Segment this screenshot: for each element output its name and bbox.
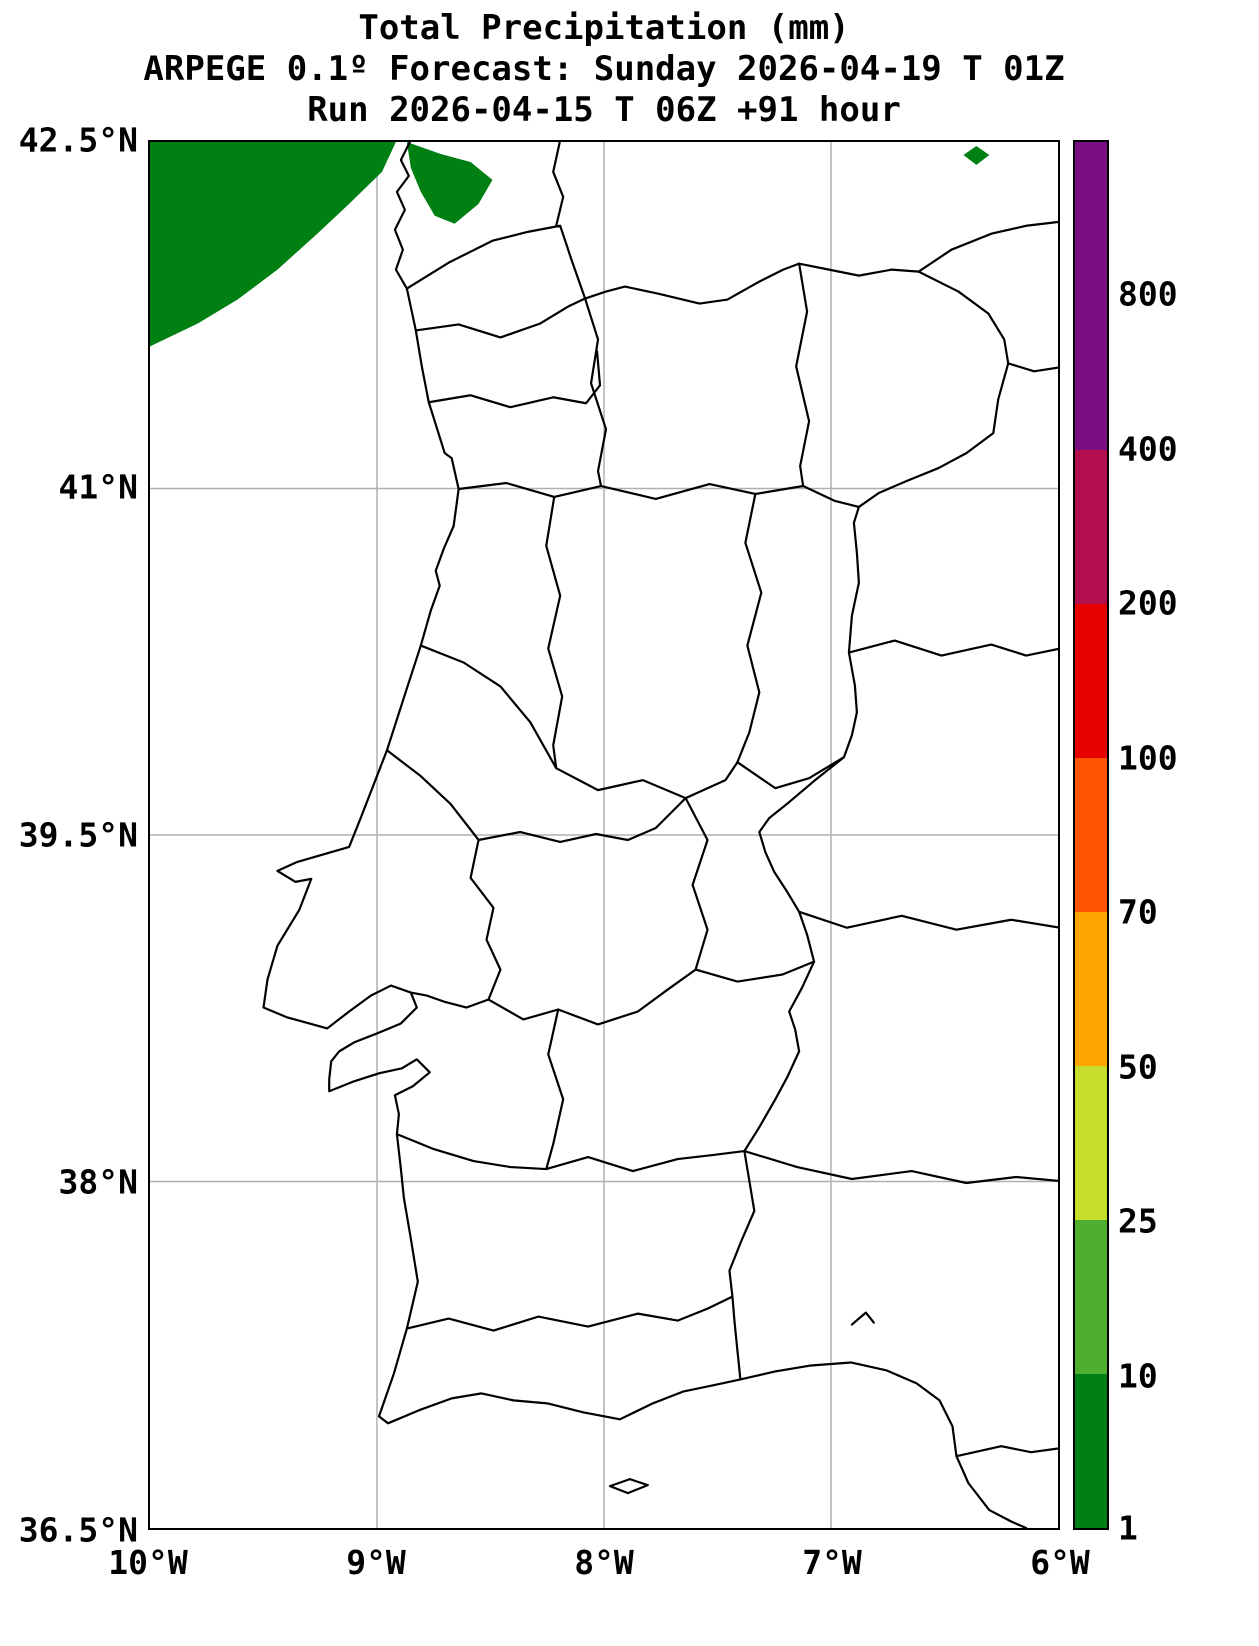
map-plot [148,140,1060,1530]
district-boundary [457,481,860,509]
colorbar-segment [1075,604,1107,758]
lat-tick-label: 38°N [58,1162,138,1202]
district-boundary [743,1149,1058,1185]
lon-tick-label: 10°W [108,1543,188,1582]
district-boundary [798,910,1058,931]
colorbar-tick-label: 400 [1118,429,1178,469]
district-boundary [955,1445,1058,1458]
colorbar-segment [1075,912,1107,1066]
district-boundary [684,797,709,971]
district-boundary [1007,362,1058,373]
map-svg [150,142,1058,1528]
subtitle-run: Run 2026-04-15 T 06Z +91 hour [307,90,901,130]
lon-tick-label: 7°W [802,1543,862,1582]
colorbar-segment [1075,758,1107,912]
colorbar-tick-label: 50 [1118,1047,1158,1087]
colorbar-tick-label: 800 [1118,274,1178,314]
colorbar-tick-label: 200 [1118,583,1178,623]
lon-tick-label: 8°W [574,1543,634,1582]
colorbar-tick-label: 100 [1118,738,1178,778]
district-boundary [545,495,564,770]
district-boundary [552,142,565,227]
district-boundary [917,220,1058,273]
inlet-outline [850,1311,875,1326]
subtitle-forecast: ARPEGE 0.1º Forecast: Sunday 2026-04-19 … [143,49,1065,89]
lon-tick-label: 6°W [1030,1543,1090,1582]
lat-tick-label: 36.5°N [18,1510,138,1550]
colorbar-segment [1075,1374,1107,1528]
lat-tick-label: 39.5°N [18,815,138,855]
colorbar-segment [1075,296,1107,450]
district-boundary [405,1295,734,1332]
district-boundary [487,968,697,1026]
lon-tick-label: 9°W [346,1543,406,1582]
precip-patch [963,145,990,165]
boundaries [262,142,1058,1528]
district-boundary [414,297,587,339]
lat-tick-label: 42.5°N [18,120,138,160]
coastline-path [262,142,1028,1528]
figure-titles: Total Precipitation (mm) ARPEGE 0.1º For… [0,8,1208,131]
colorbar [1073,140,1109,1530]
colorbar-tick-label: 25 [1118,1201,1158,1241]
colorbar-tick-label: 1 [1118,1508,1138,1548]
district-boundary [385,749,502,1009]
colorbar-segment [1075,1220,1107,1374]
district-boundary [419,644,846,800]
district-boundary [477,797,687,844]
precip-patches [150,142,990,347]
colorbar-tick-label: 10 [1118,1356,1158,1396]
colorbar-segment [1075,1066,1107,1220]
district-boundary [795,262,811,488]
district-boundary [583,297,608,488]
colorbar-segment [1075,142,1107,296]
colorbar-tick-label: 70 [1118,892,1158,932]
page-title: Total Precipitation (mm) [358,8,850,48]
district-boundary [736,492,763,764]
lat-tick-label: 41°N [58,467,138,507]
district-boundary [427,350,602,409]
district-boundary [395,1133,746,1173]
country-border-path [405,224,1010,1381]
colorbar-segment [1075,450,1107,604]
district-boundary [694,960,816,983]
islet-outline [608,1478,649,1495]
district-boundary [847,639,1058,657]
precip-patch [150,142,396,347]
district-boundary [545,1008,565,1171]
precip-patch [406,142,493,224]
